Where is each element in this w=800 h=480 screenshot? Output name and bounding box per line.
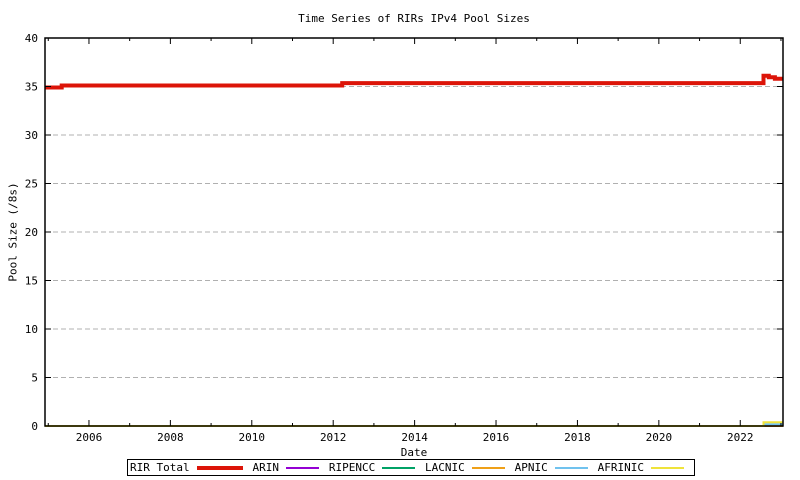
chart-title: Time Series of RIRs IPv4 Pool Sizes [298, 12, 530, 25]
x-tick-label: 2008 [157, 431, 184, 444]
legend-line-sample-lacnic [471, 466, 505, 469]
legend-item-apnic: APNIC [515, 461, 588, 474]
y-tick-label: 20 [25, 226, 38, 239]
y-tick-label: 40 [25, 32, 38, 45]
y-tick-label: 5 [31, 372, 38, 385]
legend-label-lacnic: LACNIC [425, 461, 465, 474]
x-tick-label: 2010 [239, 431, 266, 444]
x-tick-label: 2016 [483, 431, 510, 444]
legend-item-rir-total: RIR Total [130, 461, 243, 474]
x-tick-label: 2022 [727, 431, 754, 444]
legend-line-sample-arin [285, 466, 319, 469]
legend-item-lacnic: LACNIC [425, 461, 505, 474]
y-tick-label: 15 [25, 275, 38, 288]
legend-line-sample-afrinic [651, 466, 684, 469]
legend-item-arin: ARIN [252, 461, 319, 474]
y-tick-label: 0 [31, 420, 38, 433]
legend-item-afrinic: AFRINIC [598, 461, 684, 474]
legend-label-arin: ARIN [252, 461, 279, 474]
x-tick-label: 2018 [564, 431, 591, 444]
y-tick-label: 35 [25, 81, 38, 94]
x-tick-label: 2006 [76, 431, 103, 444]
legend-label-afrinic: AFRINIC [597, 461, 644, 474]
y-tick-label: 30 [25, 129, 38, 142]
x-tick-label: 2020 [646, 431, 673, 444]
legend: RIR Total ARIN RIPENCC LACNIC APNIC AFRINIC [127, 459, 695, 476]
legend-label-ripencc: RIPENCC [328, 461, 376, 474]
legend-line-sample-ripencc [382, 466, 416, 469]
legend-item-ripencc: RIPENCC [328, 461, 416, 474]
legend-label-apnic: APNIC [514, 461, 548, 474]
x-tick-label: 2014 [401, 431, 428, 444]
legend-label-rir-total: RIR Total [130, 461, 190, 474]
y-tick-label: 10 [25, 323, 38, 336]
x-tick-label: 2012 [320, 431, 347, 444]
legend-line-sample-apnic [554, 466, 588, 469]
series-line-rir-total [45, 73, 783, 90]
y-tick-label: 25 [25, 178, 38, 191]
legend-line-sample-rir-total [196, 465, 243, 470]
x-axis-title: Date [400, 446, 428, 459]
